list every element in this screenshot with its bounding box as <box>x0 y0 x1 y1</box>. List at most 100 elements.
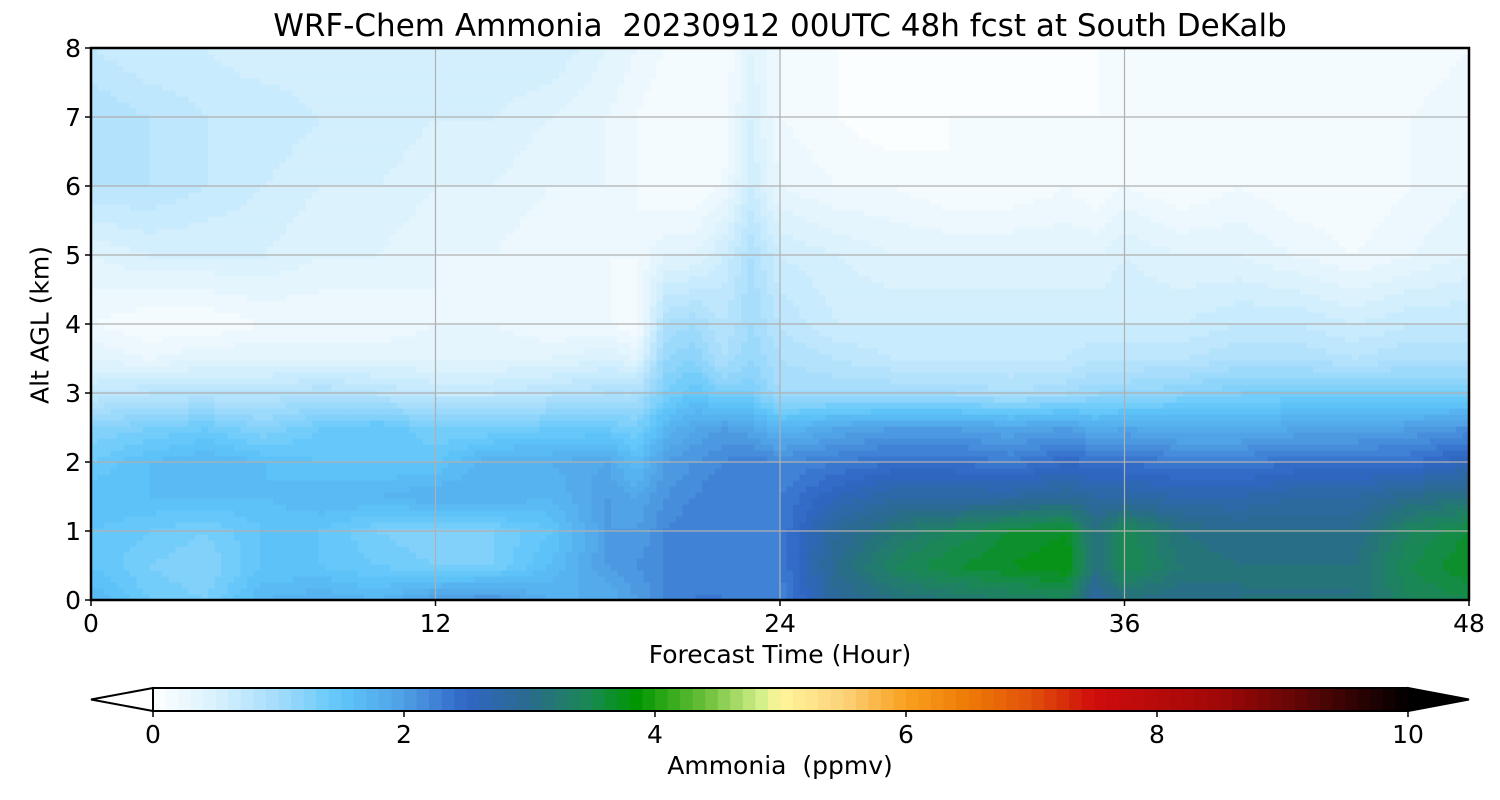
heatmap-cell <box>787 564 794 571</box>
heatmap-cell <box>962 564 969 571</box>
heatmap-cell <box>1196 480 1203 487</box>
heatmap-cell <box>657 558 664 565</box>
heatmap-cell <box>592 498 599 505</box>
heatmap-cell <box>793 486 800 493</box>
heatmap-cell <box>228 516 235 523</box>
heatmap-cell <box>650 588 657 595</box>
heatmap-cell <box>468 582 475 589</box>
heatmap-cell <box>858 486 865 493</box>
heatmap-cell <box>163 546 170 553</box>
heatmap-cell <box>1177 480 1184 487</box>
heatmap-cell <box>1307 558 1314 565</box>
heatmap-cell <box>748 582 755 589</box>
heatmap-cell <box>1365 540 1372 547</box>
heatmap-cell <box>1378 492 1385 499</box>
heatmap-cell <box>1209 498 1216 505</box>
heatmap-cell <box>1313 570 1320 577</box>
heatmap-cell <box>1066 534 1073 541</box>
heatmap-cell <box>988 462 995 469</box>
heatmap-cell <box>117 516 124 523</box>
heatmap-cell <box>1365 474 1372 481</box>
heatmap-cell <box>182 546 189 553</box>
heatmap-cell <box>156 510 163 517</box>
heatmap-cell <box>663 468 670 475</box>
heatmap-cell <box>533 570 540 577</box>
heatmap-cell <box>741 468 748 475</box>
heatmap-cell <box>611 516 618 523</box>
heatmap-cell <box>1021 480 1028 487</box>
heatmap-cell <box>1216 552 1223 559</box>
heatmap-cell <box>1417 534 1424 541</box>
heatmap-cell <box>1268 516 1275 523</box>
heatmap-cell <box>891 540 898 547</box>
heatmap-cell <box>566 564 573 571</box>
heatmap-cell <box>364 570 371 577</box>
heatmap-cell <box>1346 534 1353 541</box>
heatmap-cell <box>410 474 417 481</box>
heatmap-cell <box>104 510 111 517</box>
heatmap-cell <box>286 504 293 511</box>
heatmap-cell <box>1307 486 1314 493</box>
heatmap-cell <box>247 552 254 559</box>
heatmap-cell <box>1177 534 1184 541</box>
heatmap-cell <box>1365 492 1372 499</box>
heatmap-cell <box>1352 474 1359 481</box>
heatmap-cell <box>566 486 573 493</box>
heatmap-cell <box>124 492 131 499</box>
heatmap-cell <box>1047 480 1054 487</box>
heatmap-cell <box>293 558 300 565</box>
heatmap-cell <box>403 516 410 523</box>
heatmap-cell <box>182 468 189 475</box>
heatmap-cell <box>956 540 963 547</box>
heatmap-cell <box>462 468 469 475</box>
heatmap-cell <box>728 564 735 571</box>
heatmap-cell <box>130 558 137 565</box>
heatmap-cell <box>793 582 800 589</box>
heatmap-cell <box>1326 498 1333 505</box>
heatmap-cell <box>1144 516 1151 523</box>
heatmap-cell <box>423 474 430 481</box>
heatmap-cell <box>910 582 917 589</box>
heatmap-cell <box>1385 516 1392 523</box>
heatmap-cell <box>1138 480 1145 487</box>
heatmap-cell <box>917 546 924 553</box>
heatmap-cell <box>696 504 703 511</box>
heatmap-cell <box>260 486 267 493</box>
heatmap-cell <box>273 510 280 517</box>
heatmap-cell <box>137 570 144 577</box>
heatmap-cell <box>1339 570 1346 577</box>
heatmap-cell <box>247 540 254 547</box>
heatmap-cell <box>1456 588 1463 595</box>
heatmap-cell <box>1235 588 1242 595</box>
heatmap-cell <box>1079 504 1086 511</box>
heatmap-cell <box>637 558 644 565</box>
heatmap-cell <box>761 504 768 511</box>
heatmap-cell <box>1294 564 1301 571</box>
heatmap-cell <box>1255 468 1262 475</box>
heatmap-cell <box>1131 504 1138 511</box>
heatmap-cell <box>683 510 690 517</box>
heatmap-cell <box>670 474 677 481</box>
heatmap-cell <box>1079 474 1086 481</box>
heatmap-cell <box>923 540 930 547</box>
heatmap-cell <box>1047 564 1054 571</box>
heatmap-cell <box>884 534 891 541</box>
heatmap-cell <box>1437 492 1444 499</box>
heatmap-cell <box>137 492 144 499</box>
heatmap-cell <box>293 480 300 487</box>
heatmap-cell <box>1203 582 1210 589</box>
heatmap-cell <box>267 474 274 481</box>
heatmap-cell <box>618 480 625 487</box>
heatmap-cell <box>410 510 417 517</box>
heatmap-cell <box>1359 588 1366 595</box>
heatmap-cell <box>1001 486 1008 493</box>
heatmap-cell <box>1099 570 1106 577</box>
heatmap-cell <box>585 480 592 487</box>
heatmap-cell <box>1131 546 1138 553</box>
heatmap-cell <box>1385 558 1392 565</box>
heatmap-cell <box>280 504 287 511</box>
heatmap-cell <box>1222 582 1229 589</box>
heatmap-cell <box>143 492 150 499</box>
heatmap-cell <box>982 486 989 493</box>
heatmap-cell <box>936 534 943 541</box>
